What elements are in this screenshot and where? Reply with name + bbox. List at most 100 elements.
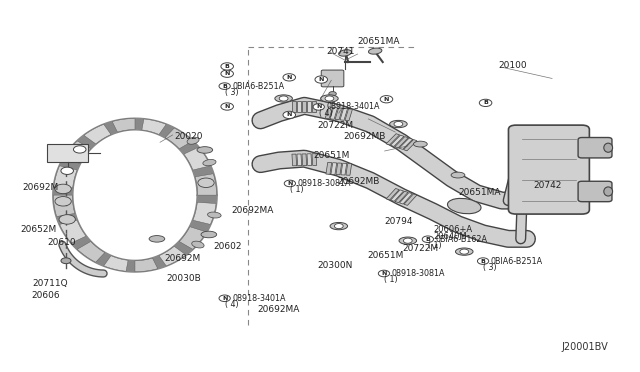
Polygon shape [292, 101, 296, 112]
Circle shape [283, 111, 296, 119]
Polygon shape [84, 124, 111, 144]
Circle shape [335, 224, 343, 229]
Polygon shape [386, 189, 399, 200]
Polygon shape [77, 241, 105, 262]
Polygon shape [345, 109, 353, 121]
Text: 20651MA: 20651MA [458, 188, 500, 197]
Polygon shape [307, 154, 312, 166]
Circle shape [219, 83, 230, 89]
Polygon shape [346, 163, 352, 175]
Text: 20640M: 20640M [433, 232, 467, 241]
Text: 08918-3081A: 08918-3081A [298, 179, 351, 188]
Polygon shape [297, 154, 301, 166]
Ellipse shape [330, 222, 348, 230]
Ellipse shape [197, 147, 212, 153]
Circle shape [479, 99, 492, 106]
Circle shape [313, 104, 324, 110]
Text: 20692MB: 20692MB [344, 132, 386, 141]
Text: ( 1): ( 1) [428, 241, 442, 250]
Circle shape [378, 270, 390, 277]
Circle shape [477, 258, 489, 264]
Ellipse shape [207, 212, 221, 218]
Text: ( 1): ( 1) [384, 275, 397, 284]
Polygon shape [53, 195, 75, 217]
Text: B: B [483, 100, 488, 105]
Polygon shape [340, 108, 348, 120]
Text: J20001BV: J20001BV [562, 342, 609, 352]
Polygon shape [395, 191, 408, 203]
Text: 20722M: 20722M [317, 121, 353, 130]
Circle shape [219, 295, 230, 302]
Ellipse shape [321, 95, 338, 102]
Ellipse shape [604, 143, 612, 152]
Ellipse shape [203, 160, 216, 166]
Ellipse shape [339, 50, 351, 56]
Text: 08918-3401A: 08918-3401A [232, 294, 285, 303]
Text: B: B [426, 237, 430, 242]
FancyBboxPatch shape [47, 144, 88, 162]
Polygon shape [60, 220, 86, 243]
Text: N: N [287, 181, 292, 186]
Ellipse shape [399, 237, 417, 244]
Text: N: N [287, 112, 292, 118]
Circle shape [460, 249, 468, 254]
Polygon shape [335, 108, 342, 120]
Polygon shape [193, 202, 216, 224]
Text: 20692MB: 20692MB [337, 177, 380, 186]
Text: B: B [222, 84, 227, 89]
Text: 20692MA: 20692MA [257, 305, 300, 314]
Circle shape [315, 76, 328, 83]
Circle shape [61, 167, 74, 174]
Text: ( 4): ( 4) [319, 109, 332, 118]
Polygon shape [159, 246, 186, 266]
Circle shape [325, 96, 334, 101]
Text: N: N [316, 105, 321, 109]
Ellipse shape [390, 121, 407, 128]
Text: 0BIA6-B162A: 0BIA6-B162A [435, 235, 488, 244]
Polygon shape [292, 154, 297, 166]
Text: 20030B: 20030B [166, 275, 201, 283]
Circle shape [198, 178, 214, 187]
Text: 20711Q: 20711Q [33, 279, 68, 288]
Polygon shape [326, 163, 332, 174]
Polygon shape [302, 101, 307, 112]
Text: N: N [225, 71, 230, 76]
Circle shape [221, 63, 234, 70]
Text: 20606: 20606 [31, 291, 60, 300]
Text: ( 3): ( 3) [225, 88, 238, 97]
FancyBboxPatch shape [578, 181, 612, 202]
FancyBboxPatch shape [321, 70, 344, 87]
Text: 20741: 20741 [326, 46, 355, 55]
Text: 20100: 20100 [499, 61, 527, 70]
Text: 20606+A: 20606+A [433, 225, 472, 234]
Circle shape [61, 258, 71, 264]
Text: N: N [225, 104, 230, 109]
Text: 20652M: 20652M [20, 225, 56, 234]
Ellipse shape [413, 141, 428, 147]
Circle shape [403, 238, 412, 243]
Text: N: N [287, 75, 292, 80]
Polygon shape [302, 154, 307, 166]
Text: 20610: 20610 [47, 238, 76, 247]
Text: B: B [225, 64, 230, 69]
Text: ( 4): ( 4) [225, 300, 238, 309]
Polygon shape [195, 174, 216, 195]
Polygon shape [135, 258, 157, 272]
Circle shape [394, 122, 403, 126]
Ellipse shape [451, 172, 465, 178]
Text: 20742: 20742 [533, 181, 562, 190]
Polygon shape [307, 101, 311, 112]
Polygon shape [179, 227, 207, 249]
Circle shape [380, 96, 393, 103]
Ellipse shape [275, 95, 292, 102]
Polygon shape [331, 163, 337, 174]
Circle shape [279, 96, 288, 101]
Text: 20692M: 20692M [164, 254, 201, 263]
Polygon shape [298, 101, 301, 112]
Text: N: N [319, 77, 324, 82]
Text: 20020: 20020 [175, 132, 203, 141]
Polygon shape [54, 166, 77, 188]
Polygon shape [165, 128, 193, 149]
Ellipse shape [447, 198, 481, 214]
Ellipse shape [192, 241, 204, 248]
